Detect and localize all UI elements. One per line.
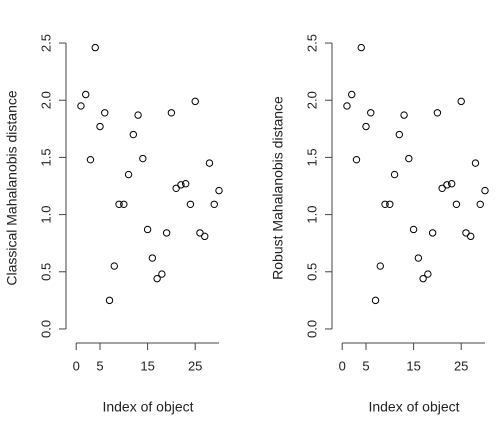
point	[395, 130, 404, 139]
x-tick-label: 15	[140, 358, 154, 373]
point	[215, 186, 223, 195]
y-tick-label: 1.0	[38, 206, 53, 224]
y-tick-label: 2.5	[38, 34, 53, 52]
point	[186, 200, 195, 208]
point	[91, 43, 99, 52]
point	[134, 111, 142, 119]
point	[428, 229, 437, 237]
point	[433, 109, 442, 117]
x-axis-label: Index of object	[102, 399, 193, 415]
point	[462, 229, 470, 237]
point	[129, 130, 138, 139]
point	[438, 184, 446, 192]
x-tick-label: 5	[96, 358, 103, 373]
y-tick-label: 2.5	[304, 34, 319, 52]
point	[82, 90, 90, 99]
point	[153, 274, 161, 283]
point	[139, 154, 147, 163]
x-axis-label: Index of object	[368, 399, 459, 415]
point	[201, 232, 209, 241]
y-tick-label: 2.0	[304, 91, 319, 109]
point	[348, 90, 356, 99]
point	[419, 274, 427, 283]
x-tick-label: 25	[454, 358, 468, 373]
point	[390, 170, 399, 179]
point	[447, 180, 456, 188]
point	[158, 270, 166, 278]
y-axis-label: Classical Mahalanobis distance	[4, 90, 20, 286]
point	[77, 102, 85, 110]
point	[362, 122, 370, 131]
point	[352, 155, 361, 164]
point	[124, 170, 133, 179]
point	[177, 181, 185, 189]
point	[101, 109, 109, 117]
point	[371, 296, 380, 305]
point	[86, 155, 95, 164]
point	[115, 200, 123, 208]
x-tick-label: 15	[406, 358, 420, 373]
y-tick-label: 1.5	[38, 148, 53, 166]
point	[471, 159, 480, 167]
point	[96, 122, 104, 131]
point	[481, 186, 489, 195]
point	[367, 109, 375, 117]
point	[467, 232, 475, 241]
point	[120, 200, 128, 208]
point	[386, 200, 394, 208]
y-tick-label: 1.0	[304, 206, 319, 224]
x-tick-label: 0	[73, 358, 80, 373]
point	[405, 154, 413, 163]
point	[381, 200, 389, 208]
point	[476, 200, 484, 208]
point	[357, 43, 365, 52]
point	[210, 200, 218, 208]
point	[181, 180, 190, 188]
x-tick-label: 5	[362, 358, 369, 373]
point	[148, 254, 157, 262]
point	[457, 97, 465, 106]
y-tick-label: 0.0	[38, 320, 53, 338]
point	[452, 200, 461, 208]
y-tick-label: 0.5	[304, 263, 319, 281]
point	[409, 225, 418, 234]
point	[424, 270, 432, 278]
point	[110, 262, 118, 270]
point	[400, 111, 408, 119]
x-tick-label: 0	[339, 358, 346, 373]
y-tick-label: 0.0	[304, 320, 319, 338]
y-tick-label: 0.5	[38, 263, 53, 281]
point	[143, 225, 152, 234]
y-axis-label: Robust Mahalanobis distance	[270, 96, 286, 280]
point	[105, 296, 114, 305]
y-tick-label: 2.0	[38, 91, 53, 109]
point	[167, 109, 176, 117]
point	[205, 159, 214, 167]
point	[343, 102, 351, 110]
point	[172, 184, 180, 192]
point	[443, 181, 451, 189]
point	[191, 97, 199, 106]
point	[376, 262, 384, 270]
point	[414, 254, 423, 262]
point	[162, 229, 171, 237]
y-tick-label: 1.5	[304, 148, 319, 166]
point	[196, 229, 204, 237]
x-tick-label: 25	[188, 358, 202, 373]
